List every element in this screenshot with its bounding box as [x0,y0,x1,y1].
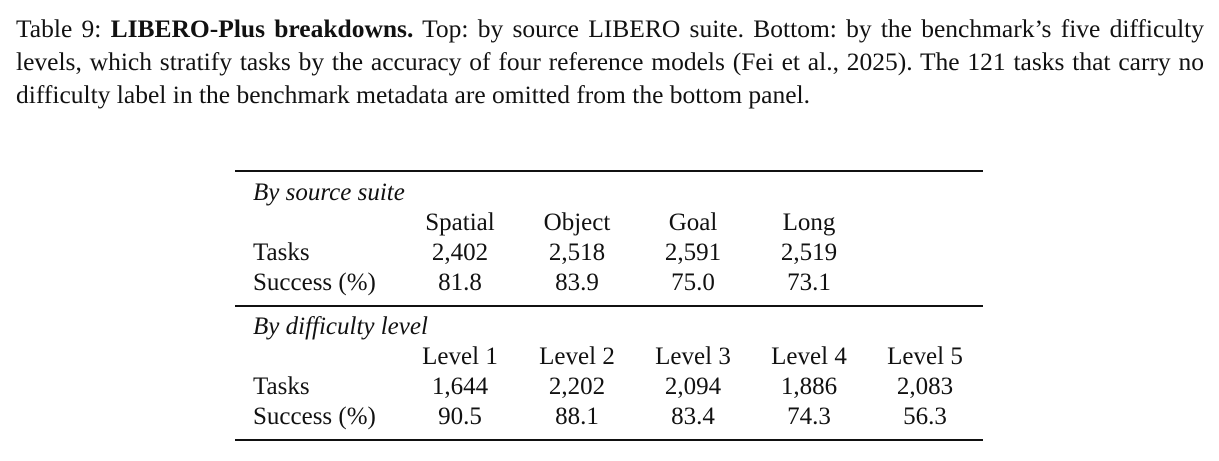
bottom-rule [235,439,983,441]
panel-title: By difficulty level [253,313,428,340]
top-rule [235,170,983,172]
row-label: Tasks [253,373,310,400]
column-header: Level 4 [771,343,847,370]
column-header: Level 3 [655,343,731,370]
cell: 1,644 [431,373,489,400]
caption: Table 9: LIBERO-Plus breakdowns. Top: by… [16,12,1204,111]
column-header: Level 5 [887,343,963,370]
cell: 74.3 [787,402,831,430]
caption-text: Top: by source LIBERO suite. Bottom: by … [16,14,1204,109]
row-label: Success (%) [253,268,376,296]
caption-label: Table 9: [16,14,102,43]
cell: 2,518 [548,239,606,266]
panel-title: By source suite [253,179,405,206]
cell: 2,094 [664,373,722,400]
cell: 73.1 [787,268,831,296]
cell: 90.5 [438,402,482,430]
mid-rule [235,305,983,307]
row-label: Tasks [253,239,310,266]
column-header: Object [543,209,611,236]
cell: 81.8 [438,268,482,296]
column-header: Goal [668,209,718,236]
cell: 2,402 [431,239,489,266]
row-label: Success (%) [253,402,376,430]
cell: 56.3 [903,402,947,430]
cell: 2,083 [896,373,954,400]
cell: 75.0 [671,268,715,296]
cell: 2,202 [548,373,606,400]
column-header: Level 1 [422,343,498,370]
cell: 1,886 [780,373,838,400]
cell: 88.1 [555,402,599,430]
cell: 83.9 [555,268,599,296]
column-header: Long [782,209,836,236]
cell: 2,591 [664,239,722,266]
column-header: Spatial [425,209,495,236]
column-header: Level 2 [539,343,615,370]
caption-title: LIBERO-Plus breakdowns. [110,14,414,43]
cell: 2,519 [780,239,838,266]
cell: 83.4 [671,402,715,430]
